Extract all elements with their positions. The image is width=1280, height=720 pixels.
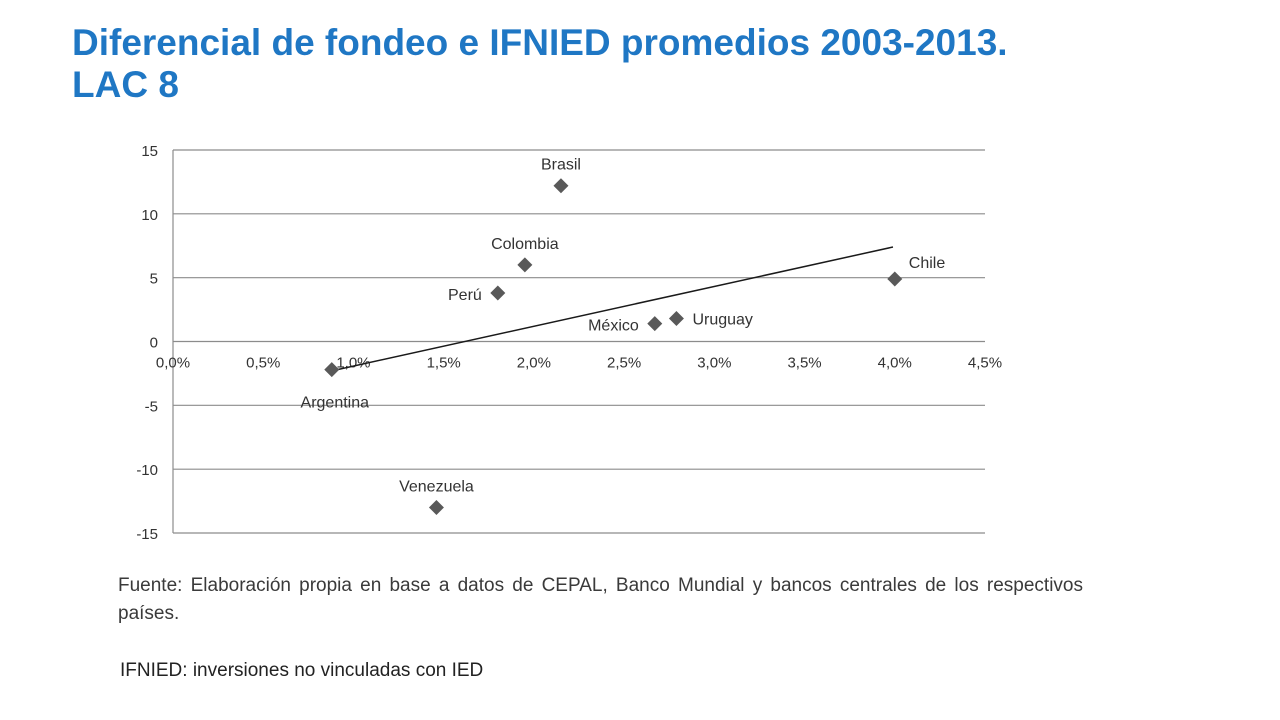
x-tick-label: 2,0% (517, 355, 551, 372)
slide-title-line-1: Diferencial de fondeo e IFNIED promedios… (72, 22, 1008, 63)
point-label: Chile (909, 255, 946, 272)
point-label: Argentina (301, 395, 370, 412)
x-tick-label: 0,0% (156, 355, 190, 372)
x-tick-label: 2,5% (607, 355, 641, 372)
y-tick-label: 15 (141, 143, 158, 160)
point-label: México (588, 318, 639, 335)
y-tick-label: -15 (136, 526, 158, 543)
footnote: IFNIED: inversiones no vinculadas con IE… (120, 660, 484, 681)
data-point-argentina (324, 362, 340, 378)
slide-title-line-2: LAC 8 (72, 64, 179, 105)
data-point-venezuela (428, 499, 444, 515)
data-point-colombia (517, 257, 533, 273)
data-point-mxico (647, 316, 663, 332)
x-tick-label: 1,5% (427, 355, 461, 372)
trend-line (331, 246, 894, 372)
y-tick-label: -5 (145, 398, 158, 415)
slide-title: Diferencial de fondeo e IFNIED promedios… (72, 22, 1222, 106)
x-tick-label: 0,5% (246, 355, 280, 372)
data-point-chile (887, 271, 903, 287)
source-note: Fuente: Elaboración propia en base a dat… (118, 575, 1083, 624)
data-point-brasil (553, 178, 569, 194)
x-tick-label: 3,0% (697, 355, 731, 372)
point-label: Brasil (541, 157, 581, 174)
x-tick-label: 4,5% (968, 355, 1002, 372)
x-tick-label: 3,5% (787, 355, 821, 372)
y-tick-label: 10 (141, 207, 158, 224)
x-tick-label: 4,0% (878, 355, 912, 372)
data-point-uruguay (668, 311, 684, 327)
point-label: Colombia (491, 236, 559, 253)
y-tick-label: 0 (150, 335, 158, 352)
point-label: Perú (448, 287, 482, 304)
point-label: Uruguay (692, 312, 752, 329)
data-point-per (490, 285, 506, 301)
y-tick-label: 5 (150, 271, 158, 288)
y-tick-label: -10 (136, 462, 158, 479)
point-label: Venezuela (399, 478, 474, 495)
